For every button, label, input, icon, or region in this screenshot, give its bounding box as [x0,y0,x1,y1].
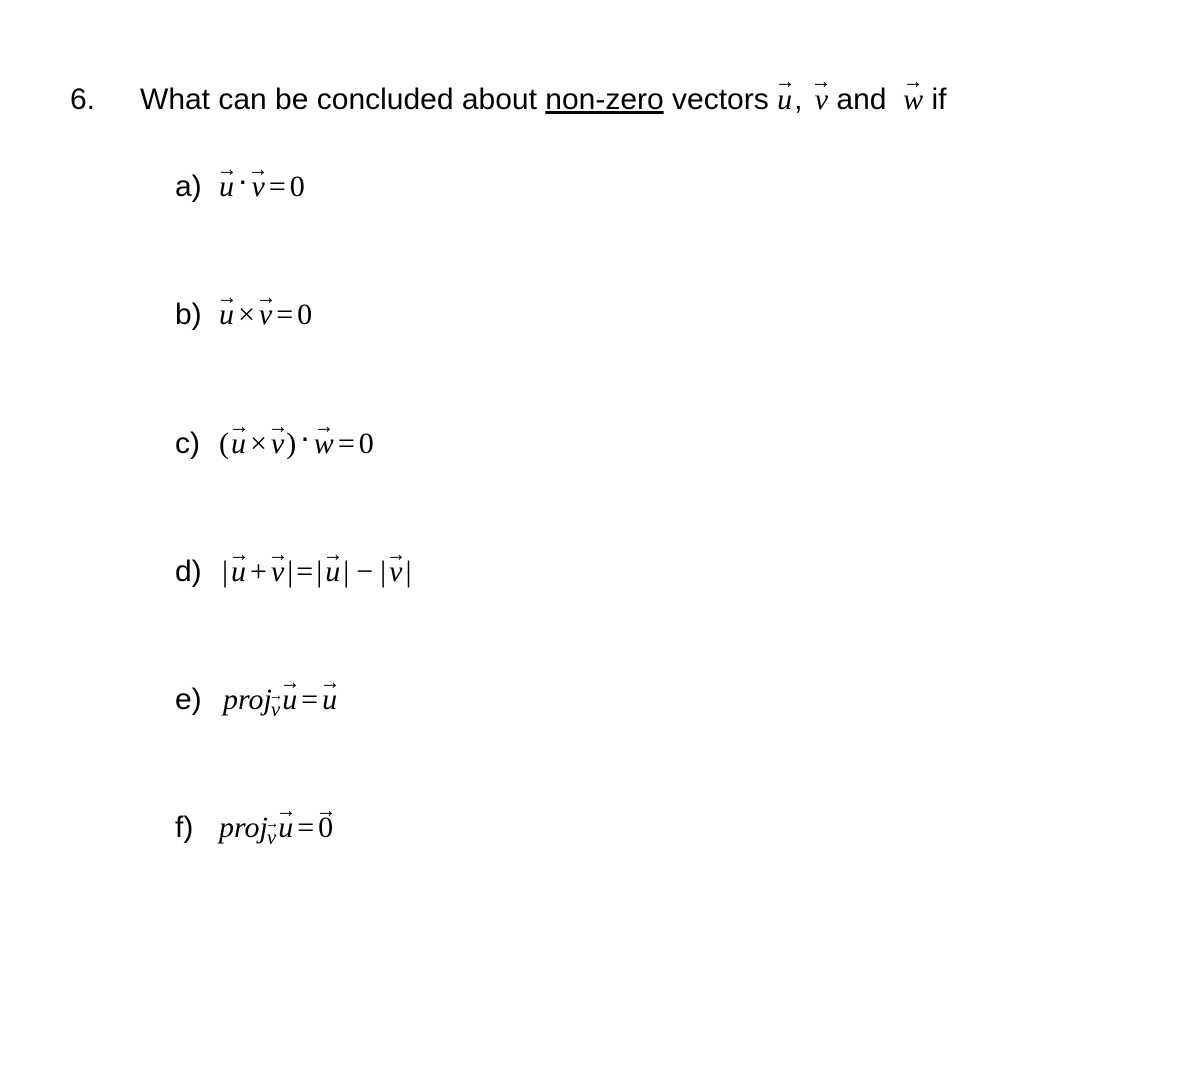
and-word: and [828,83,895,116]
part-f: f) projv u = 0 [175,811,1140,845]
stem-text-1: What can be concluded about [140,83,545,116]
vec-u: u [219,170,234,204]
stem-underlined: non-zero [545,83,663,116]
proj-sub: v [267,825,276,850]
proj-word: proj [219,811,268,845]
part-e-math: projv u = u [219,683,337,717]
part-a: a) u ⋅ v = 0 [175,169,1140,204]
vec-v-sub: v [271,697,280,722]
vec-u: u [325,555,340,589]
page: 6. What can be concluded about non-zero … [0,0,1200,1065]
vec-v: v [252,170,265,204]
zero: 0 [297,298,312,332]
vector-u-stem: u [777,80,792,119]
part-e-label: e) [175,683,209,717]
parts-container: a) u ⋅ v = 0 b) u × v = 0 c) ( [175,169,1140,845]
vec-u: u [282,683,297,717]
vec-v: v [271,427,284,461]
eq-op: = [297,683,322,717]
question-number: 6. [70,83,140,117]
part-b-math: u × v = 0 [219,298,312,332]
vec-v-sub: v [267,825,276,850]
zero: 0 [359,427,374,461]
part-c: c) ( u × v ) ⋅ w = 0 [175,426,1140,461]
eq-op: = [296,555,313,589]
zero: 0 [290,170,305,204]
part-b-label: b) [175,298,209,332]
eq-op: = [334,427,359,461]
vec-u: u [231,555,246,589]
proj-sub: v [271,697,280,722]
question-row: 6. What can be concluded about non-zero … [70,80,1140,119]
part-f-label: f) [175,811,209,845]
question-stem: What can be concluded about non-zero vec… [140,80,947,119]
part-d: d) | u + v |=| u | − | v | [175,555,1140,589]
part-a-math: u ⋅ v = 0 [219,169,305,204]
eq-op: = [293,811,318,845]
part-d-math: | u + v |=| u | − | v | [219,555,415,589]
eq-op: = [265,170,290,204]
vec-v: v [389,555,402,589]
vec-u: u [322,683,337,717]
vec-v: v [271,555,284,589]
vec-u: u [231,427,246,461]
if-word: if [923,83,946,116]
vec-u: u [278,811,293,845]
vector-w-stem: w [903,80,923,119]
part-e: e) projv u = u [175,683,1140,717]
part-c-label: c) [175,427,209,461]
minus-op: − [352,555,377,589]
vec-u: u [219,298,234,332]
vector-v-stem: v [815,80,828,119]
part-b: b) u × v = 0 [175,298,1140,332]
vec-v: v [259,298,272,332]
dot-op: ⋅ [296,423,314,458]
stem-text-2: vectors [664,83,777,116]
part-c-math: ( u × v ) ⋅ w = 0 [219,426,374,461]
part-f-math: projv u = 0 [219,811,333,845]
vec-w: w [314,427,334,461]
part-d-label: d) [175,555,209,589]
proj-word: proj [223,683,272,717]
part-a-label: a) [175,170,209,204]
zero-vector: 0 [318,811,333,845]
